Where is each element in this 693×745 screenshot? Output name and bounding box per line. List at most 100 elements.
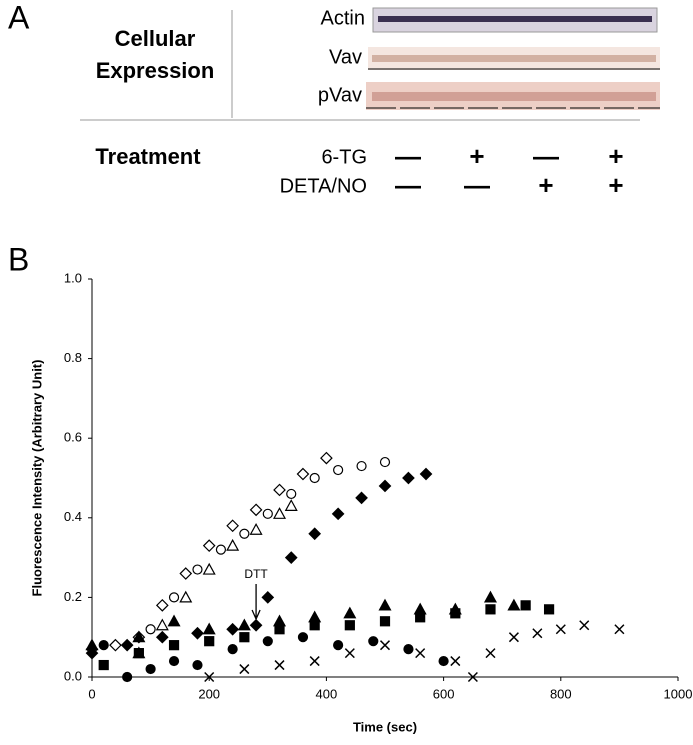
data-point [343,606,357,619]
x-tick-label: 1000 [664,686,693,701]
y-tick-label: 0.4 [64,509,82,524]
data-point [226,622,239,636]
data-point [483,590,497,603]
treatment-sign: — [533,141,559,171]
data-point [227,644,238,655]
x-tick-label: 800 [550,686,572,701]
treatment-sign: + [608,170,623,200]
data-point [333,640,344,651]
data-point [179,567,193,580]
data-point [122,671,133,683]
treatment-sign: + [538,170,553,200]
data-point [532,628,543,639]
panel-label: A [8,0,30,35]
data-point [438,655,449,667]
data-point [192,564,203,575]
data-point [202,622,216,635]
blot-band [372,92,656,101]
row-label: 6-TG [321,146,367,168]
data-point [239,632,250,643]
data-point [202,562,216,575]
treatment-sign: + [469,141,484,171]
data-point [284,551,298,564]
data-point [261,591,275,604]
data-point [450,656,461,667]
data-point [403,644,414,655]
row-label: DETA/NO [280,175,367,197]
data-point [85,646,99,660]
data-point [356,460,367,472]
data-point [226,538,240,551]
data-point [296,467,310,481]
data-point [120,638,134,652]
data-point [109,638,122,652]
data-point [167,614,181,627]
data-point [239,664,250,675]
data-point [344,648,355,659]
data-point [204,671,215,683]
treatment-sign: — [395,141,421,171]
data-point [286,488,297,500]
data-point [368,636,379,647]
data-point [331,507,345,521]
data-point [508,632,519,643]
data-point [379,616,391,627]
section-title: Expression [96,58,215,83]
data-point [450,608,461,619]
treatment-sign: — [395,170,421,200]
data-point [579,620,590,631]
data-point [155,618,169,631]
data-point [249,618,263,632]
data-point [132,630,146,643]
data-point [419,467,433,481]
data-point [133,648,144,659]
data-point [320,451,333,465]
data-point [262,508,273,519]
data-point [145,663,156,675]
blot-label: Vav [329,46,362,68]
y-tick-label: 0.0 [64,668,82,683]
data-point [168,640,180,651]
data-point [507,598,521,611]
data-point [284,499,298,511]
data-point [485,648,496,659]
blot-label: Actin [321,7,365,29]
data-point [249,503,263,517]
y-tick-label: 0.6 [64,430,82,445]
data-point [155,599,169,612]
y-tick-label: 1.0 [64,270,82,285]
x-tick-label: 600 [433,686,455,701]
data-point [415,648,426,659]
data-point [520,600,531,611]
chart: B Time (sec) Fluorescence Intensity (Arb… [8,241,692,734]
data-point [378,479,392,493]
data-point [237,618,251,631]
data-point [179,590,193,603]
data-point [273,483,286,497]
x-axis-title: Time (sec) [353,719,417,734]
data-point [415,612,426,623]
data-point [168,655,180,667]
treatment-table: 6-TG — + — +DETA/NO — — + + [280,141,624,200]
data-point [309,472,320,484]
data-point [379,640,391,651]
treatment-sign: — [464,170,490,200]
data-point [262,636,273,647]
section-title: Cellular [115,26,196,51]
y-axis-title: Fluorescence Intensity (Arbitrary Unit) [29,360,44,597]
data-point [98,659,109,671]
data-point [333,464,344,476]
data-point [226,519,239,533]
data-point [145,624,156,635]
y-tick-label: 0.2 [64,589,82,604]
data-point [309,620,320,631]
data-point [249,522,263,535]
data-point [85,638,99,651]
data-point [378,598,392,611]
data-point [273,507,287,519]
data-point [355,491,368,505]
data-point [274,660,285,671]
x-tick-label: 0 [88,686,95,701]
blot-band [372,55,656,62]
